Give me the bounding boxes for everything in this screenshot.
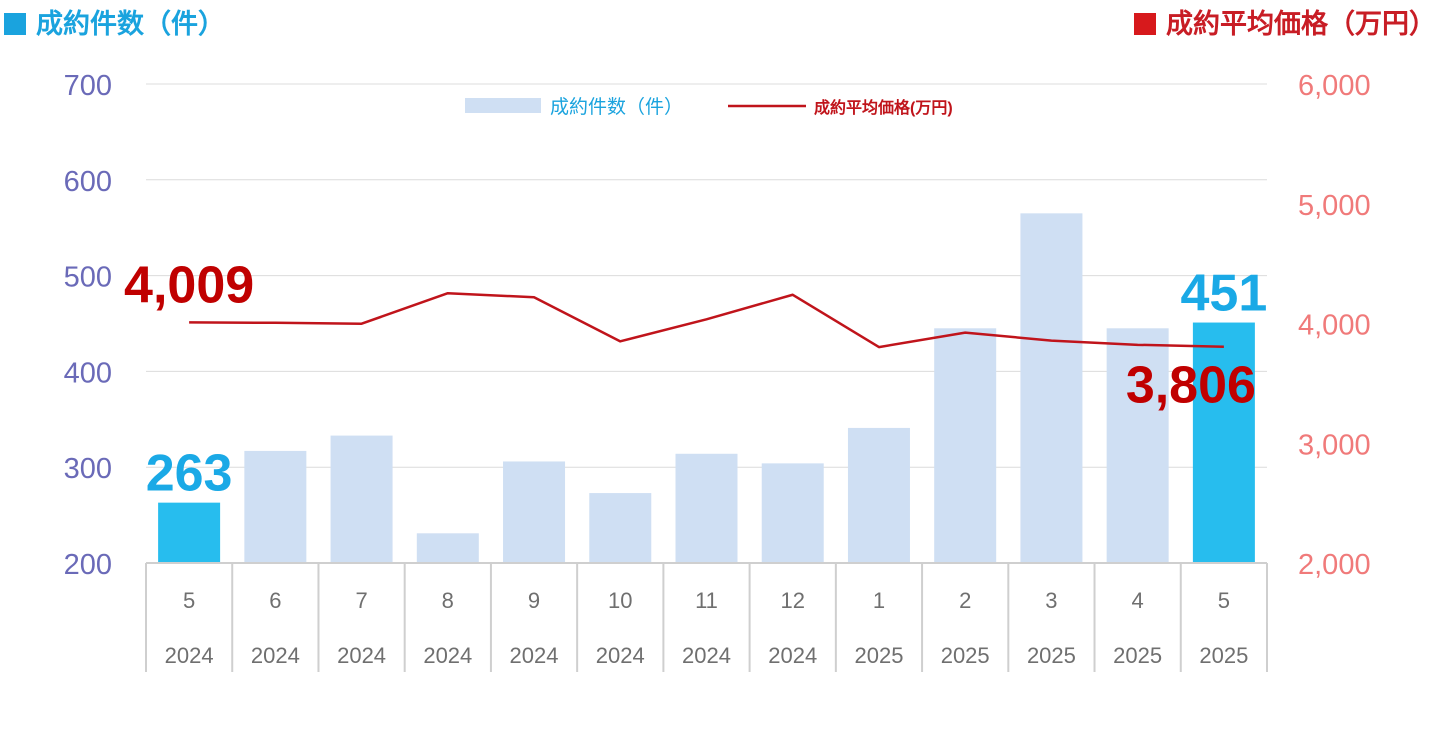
year-label: 2025 xyxy=(941,643,990,668)
left-tick-label: 700 xyxy=(64,70,112,102)
bar xyxy=(761,463,824,563)
year-label: 2025 xyxy=(854,643,903,668)
left-tick-label: 200 xyxy=(64,549,112,581)
category-labels: 5202462024720248202492024102024112024122… xyxy=(165,588,1249,668)
year-label: 2024 xyxy=(682,643,731,668)
right-tick-label: 5,000 xyxy=(1298,190,1371,222)
month-label: 12 xyxy=(780,588,804,613)
bar-value-label: 451 xyxy=(1181,265,1268,323)
category-table xyxy=(145,562,1268,672)
bar xyxy=(934,328,997,563)
line-series xyxy=(189,291,1224,349)
year-label: 2024 xyxy=(423,643,472,668)
month-label: 1 xyxy=(873,588,885,613)
month-label: 7 xyxy=(355,588,367,613)
year-label: 2024 xyxy=(251,643,300,668)
year-label: 2024 xyxy=(768,643,817,668)
bar xyxy=(330,435,393,563)
left-axis-ticks: 200 300 400 500 600 700 xyxy=(64,70,112,581)
bar-series xyxy=(158,213,1255,563)
right-tick-label: 2,000 xyxy=(1298,549,1371,581)
year-label: 2024 xyxy=(165,643,214,668)
left-title-square-icon xyxy=(4,13,26,35)
legend-bar-label: 成約件数（件） xyxy=(550,96,683,118)
line-value-label: 4,009 xyxy=(124,256,254,314)
month-label: 4 xyxy=(1132,588,1144,613)
right-tick-label: 6,000 xyxy=(1298,70,1371,102)
year-label: 2025 xyxy=(1113,643,1162,668)
year-label: 2025 xyxy=(1199,643,1248,668)
bar xyxy=(416,533,479,563)
right-title-square-icon xyxy=(1134,13,1156,35)
legend-bar-swatch xyxy=(465,98,541,113)
year-label: 2024 xyxy=(596,643,645,668)
month-label: 5 xyxy=(183,588,195,613)
left-title-text: 成約件数（件） xyxy=(36,9,225,40)
bar xyxy=(847,427,910,563)
year-label: 2024 xyxy=(337,643,386,668)
legend-line-label: 成約平均価格(万円) xyxy=(814,98,953,117)
year-label: 2025 xyxy=(1027,643,1076,668)
line-value-label: 3,806 xyxy=(1126,357,1256,415)
bar-highlighted xyxy=(1192,322,1255,563)
left-tick-label: 600 xyxy=(64,166,112,198)
month-label: 9 xyxy=(528,588,540,613)
right-axis-ticks: 2,000 3,000 4,000 5,000 6,000 xyxy=(1298,70,1371,581)
bar-value-label: 263 xyxy=(146,445,233,503)
legend: 成約件数（件） 成約平均価格(万円) xyxy=(465,96,953,118)
bar xyxy=(244,450,307,563)
month-label: 10 xyxy=(608,588,632,613)
price-line xyxy=(189,291,1224,349)
year-label: 2024 xyxy=(510,643,559,668)
bar xyxy=(1106,328,1169,563)
month-label: 6 xyxy=(269,588,281,613)
bar xyxy=(1020,213,1083,563)
right-tick-label: 4,000 xyxy=(1298,310,1371,342)
month-label: 3 xyxy=(1045,588,1057,613)
grid-lines xyxy=(146,83,1267,468)
bar xyxy=(503,461,566,563)
left-axis-title: 成約件数（件） xyxy=(4,2,225,41)
bar xyxy=(675,453,738,563)
month-label: 11 xyxy=(695,588,718,613)
left-tick-label: 400 xyxy=(64,357,112,389)
right-axis-title: 成約平均価格（万円） xyxy=(1134,2,1436,41)
left-tick-label: 300 xyxy=(64,453,112,485)
month-label: 2 xyxy=(959,588,971,613)
bar xyxy=(589,493,652,563)
month-label: 8 xyxy=(442,588,454,613)
left-tick-label: 500 xyxy=(64,262,112,294)
right-tick-label: 3,000 xyxy=(1298,429,1371,461)
right-title-text: 成約平均価格（万円） xyxy=(1166,9,1436,40)
bar-highlighted xyxy=(158,502,221,563)
month-label: 5 xyxy=(1218,588,1230,613)
annotations: 263 451 4,009 3,806 xyxy=(124,256,1267,502)
